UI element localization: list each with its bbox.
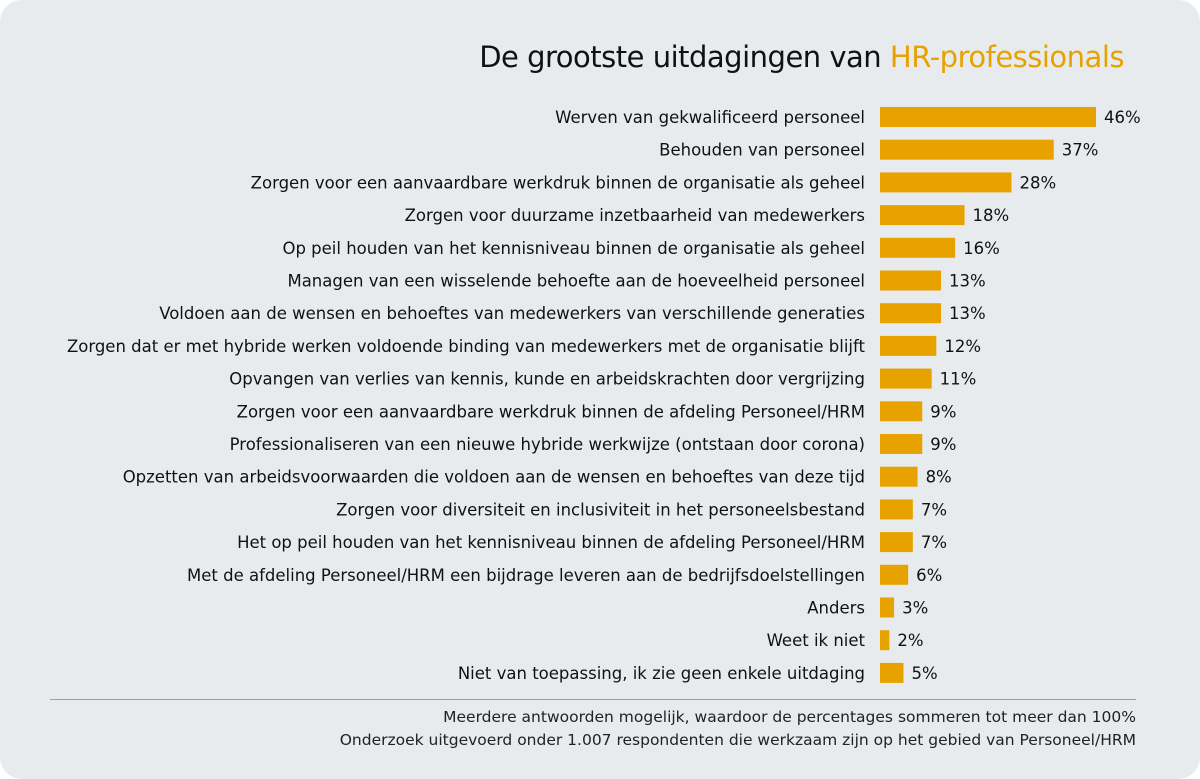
- value-label: 7%: [921, 500, 947, 519]
- category-label: Het op peil houden van het kennisniveau …: [237, 533, 865, 552]
- value-label: 7%: [921, 533, 947, 552]
- bar: [880, 237, 956, 258]
- bar: [880, 564, 909, 585]
- bar: [880, 630, 890, 651]
- bar-chart: Werven van gekwalificeerd personeel 46% Be…: [67, 107, 1141, 683]
- bar: [880, 662, 904, 683]
- category-label: Werven van gekwalificeerd personeel: [555, 108, 865, 127]
- value-label: 5%: [911, 664, 937, 683]
- category-label: Zorgen voor een aanvaardbare werkdruk bi…: [237, 402, 865, 421]
- bar: [880, 499, 913, 520]
- value-label: 2%: [897, 631, 923, 650]
- value-label: 11%: [940, 370, 977, 389]
- category-label: Met de afdeling Personeel/HRM een bijdra…: [187, 566, 865, 585]
- category-label: Weet ik niet: [767, 631, 866, 650]
- value-label: 37%: [1062, 141, 1099, 160]
- category-label: Zorgen dat er met hybride werken voldoen…: [67, 337, 866, 356]
- bar: [880, 270, 942, 291]
- bar: [880, 597, 895, 618]
- value-label: 13%: [949, 304, 986, 323]
- category-label: Opzetten van arbeidsvoorwaarden die vold…: [123, 468, 865, 487]
- bar: [880, 139, 1054, 160]
- bar: [880, 107, 1096, 127]
- title-prefix: De grootste uitdagingen van: [479, 40, 890, 74]
- bar: [880, 532, 913, 553]
- category-label: Behouden van personeel: [659, 141, 865, 160]
- category-label: Managen van een wisselende behoefte aan …: [287, 272, 865, 291]
- chart-title: De grootste uitdagingen van HR-professio…: [479, 40, 1124, 74]
- value-label: 12%: [944, 337, 981, 356]
- divider: [50, 699, 1136, 700]
- category-label: Niet van toepassing, ik zie geen enkele …: [458, 664, 865, 683]
- category-label: Op peil houden van het kennisniveau binn…: [282, 239, 865, 258]
- bar: [880, 401, 923, 422]
- value-label: 13%: [949, 272, 986, 291]
- bar: [880, 368, 932, 389]
- value-label: 46%: [1104, 108, 1141, 127]
- bar: [880, 335, 937, 356]
- bar: [880, 205, 965, 226]
- value-label: 16%: [963, 239, 1000, 258]
- category-label: Professionaliseren van een nieuwe hybrid…: [230, 435, 865, 454]
- value-label: 18%: [973, 206, 1010, 225]
- category-label: Zorgen voor diversiteit en inclusiviteit…: [336, 500, 865, 519]
- category-label: Zorgen voor een aanvaardbare werkdruk bi…: [251, 173, 865, 192]
- value-label: 6%: [916, 566, 942, 585]
- bar: [880, 466, 918, 487]
- footnote-respondents: Onderzoek uitgevoerd onder 1.007 respond…: [339, 731, 1136, 749]
- value-label: 3%: [902, 599, 928, 618]
- category-label: Anders: [807, 599, 865, 618]
- bar: [880, 303, 942, 324]
- value-label: 9%: [930, 402, 956, 421]
- category-label: Voldoen aan de wensen en behoeftes van m…: [159, 304, 865, 323]
- title-highlight: HR-professionals: [889, 40, 1125, 74]
- category-label: Zorgen voor duurzame inzetbaarheid van m…: [405, 206, 865, 225]
- value-label: 28%: [1019, 173, 1056, 192]
- bar: [880, 434, 923, 454]
- footnote-multiple-answers: Meerdere antwoorden mogelijk, waardoor d…: [443, 708, 1136, 726]
- value-label: 9%: [930, 435, 956, 454]
- bar: [880, 172, 1012, 193]
- category-label: Opvangen van verlies van kennis, kunde e…: [229, 370, 865, 389]
- value-label: 8%: [926, 468, 952, 487]
